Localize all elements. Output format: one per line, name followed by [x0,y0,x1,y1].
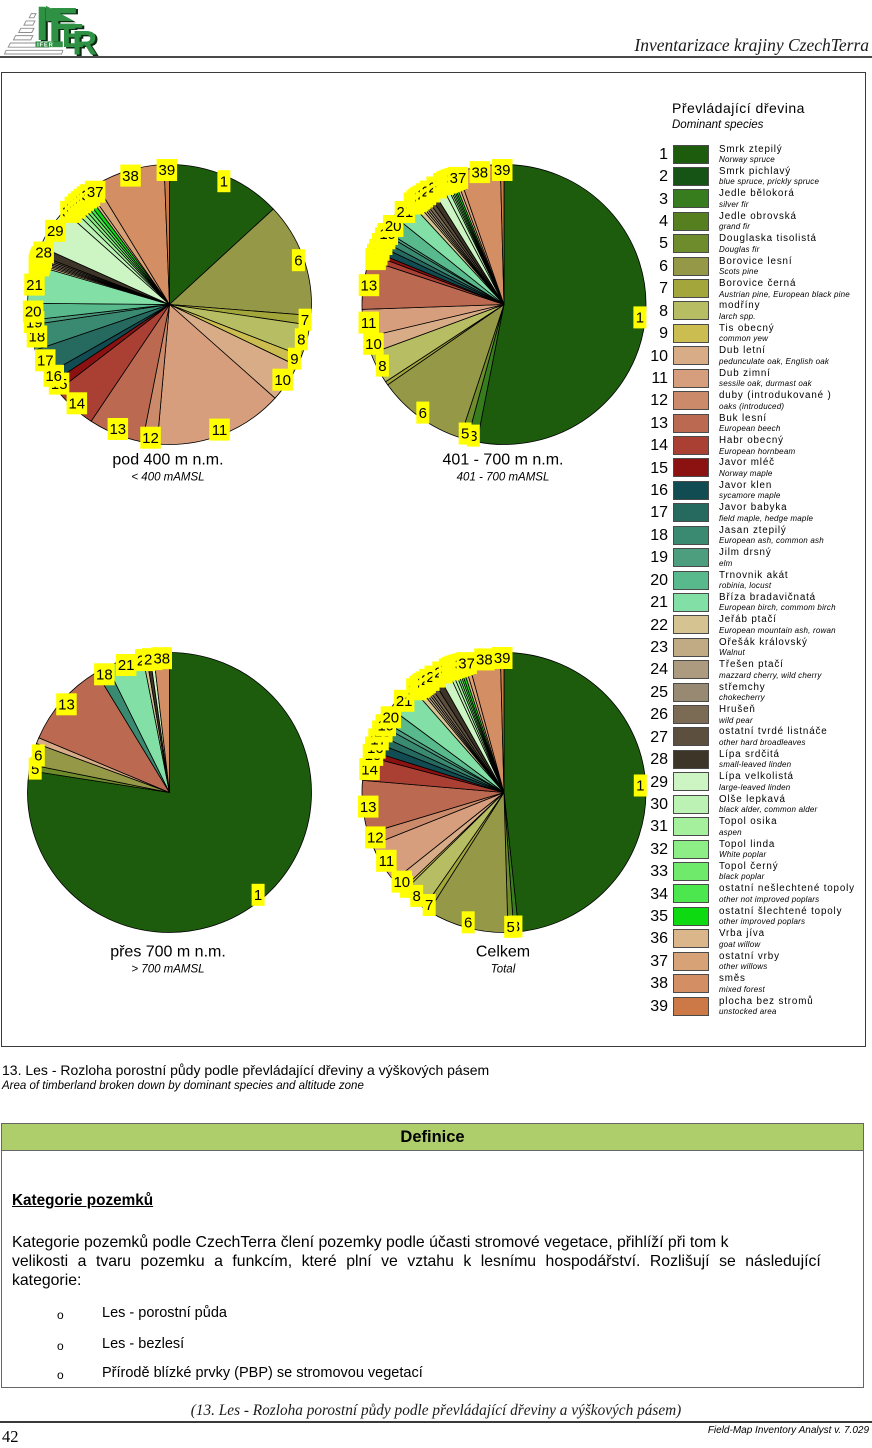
svg-text:28: 28 [35,245,52,262]
svg-text:1: 1 [254,887,262,904]
svg-text:11: 11 [212,422,228,439]
svg-text:Total: Total [491,964,516,976]
svg-text:13: 13 [109,421,126,438]
svg-text:Celkem: Celkem [476,944,530,961]
svg-text:13: 13 [360,799,377,816]
svg-text:20: 20 [25,304,42,321]
svg-text:1: 1 [220,173,228,190]
svg-text:401 - 700 mAMSL: 401 - 700 mAMSL [457,472,550,484]
svg-text:11: 11 [379,853,395,870]
svg-text:13: 13 [58,697,75,714]
svg-text:9: 9 [290,351,298,368]
svg-text:1: 1 [636,778,644,795]
svg-text:37: 37 [87,184,104,201]
svg-text:6: 6 [419,405,427,422]
svg-text:6: 6 [294,252,302,269]
svg-text:38: 38 [476,652,493,669]
svg-text:16: 16 [45,368,62,385]
svg-text:5: 5 [461,426,469,443]
svg-text:10: 10 [393,874,410,891]
svg-text:39: 39 [494,650,511,667]
svg-text:17: 17 [37,353,54,370]
svg-text:7: 7 [425,897,433,914]
svg-text:6: 6 [34,748,42,765]
svg-text:E: E [64,19,86,56]
svg-text:21: 21 [118,657,135,674]
svg-text:18: 18 [96,667,113,684]
svg-text:> 700 mAMSL: > 700 mAMSL [131,964,204,976]
svg-text:pod 400 m n.m.: pod 400 m n.m. [112,452,223,469]
svg-text:I: I [36,1,49,51]
svg-text:38: 38 [122,168,139,185]
svg-text:8: 8 [297,332,305,349]
svg-text:R: R [74,26,99,58]
svg-text:8: 8 [378,358,386,375]
svg-text:38: 38 [153,650,170,667]
svg-text:8: 8 [413,888,421,905]
svg-text:20: 20 [382,710,399,727]
svg-text:10: 10 [274,372,291,389]
svg-text:6: 6 [464,915,472,932]
svg-text:39: 39 [159,162,176,179]
svg-text:3: 3 [469,428,477,445]
svg-text:1: 1 [636,310,644,327]
svg-text:12: 12 [142,430,159,447]
svg-text:5: 5 [507,919,515,936]
svg-text:7: 7 [301,312,309,329]
svg-text:E: E [62,18,84,55]
svg-text:5: 5 [31,761,39,778]
svg-text:14: 14 [68,396,85,413]
svg-text:12: 12 [367,830,384,847]
svg-text:10: 10 [365,336,382,353]
svg-text:29: 29 [47,223,64,240]
svg-text:11: 11 [361,315,377,332]
svg-text:R: R [72,25,97,58]
svg-text:13: 13 [361,277,378,294]
svg-text:37: 37 [450,170,467,187]
svg-text:21: 21 [26,277,43,294]
svg-text:39: 39 [494,162,511,179]
svg-text:38: 38 [471,164,488,181]
svg-text:IFER: IFER [37,42,53,48]
svg-text:37: 37 [458,655,475,672]
svg-text:< 400 mAMSL: < 400 mAMSL [131,472,204,484]
svg-text:401 - 700 m n.m.: 401 - 700 m n.m. [443,452,564,469]
svg-text:přes 700 m n.m.: přes 700 m n.m. [110,944,226,961]
